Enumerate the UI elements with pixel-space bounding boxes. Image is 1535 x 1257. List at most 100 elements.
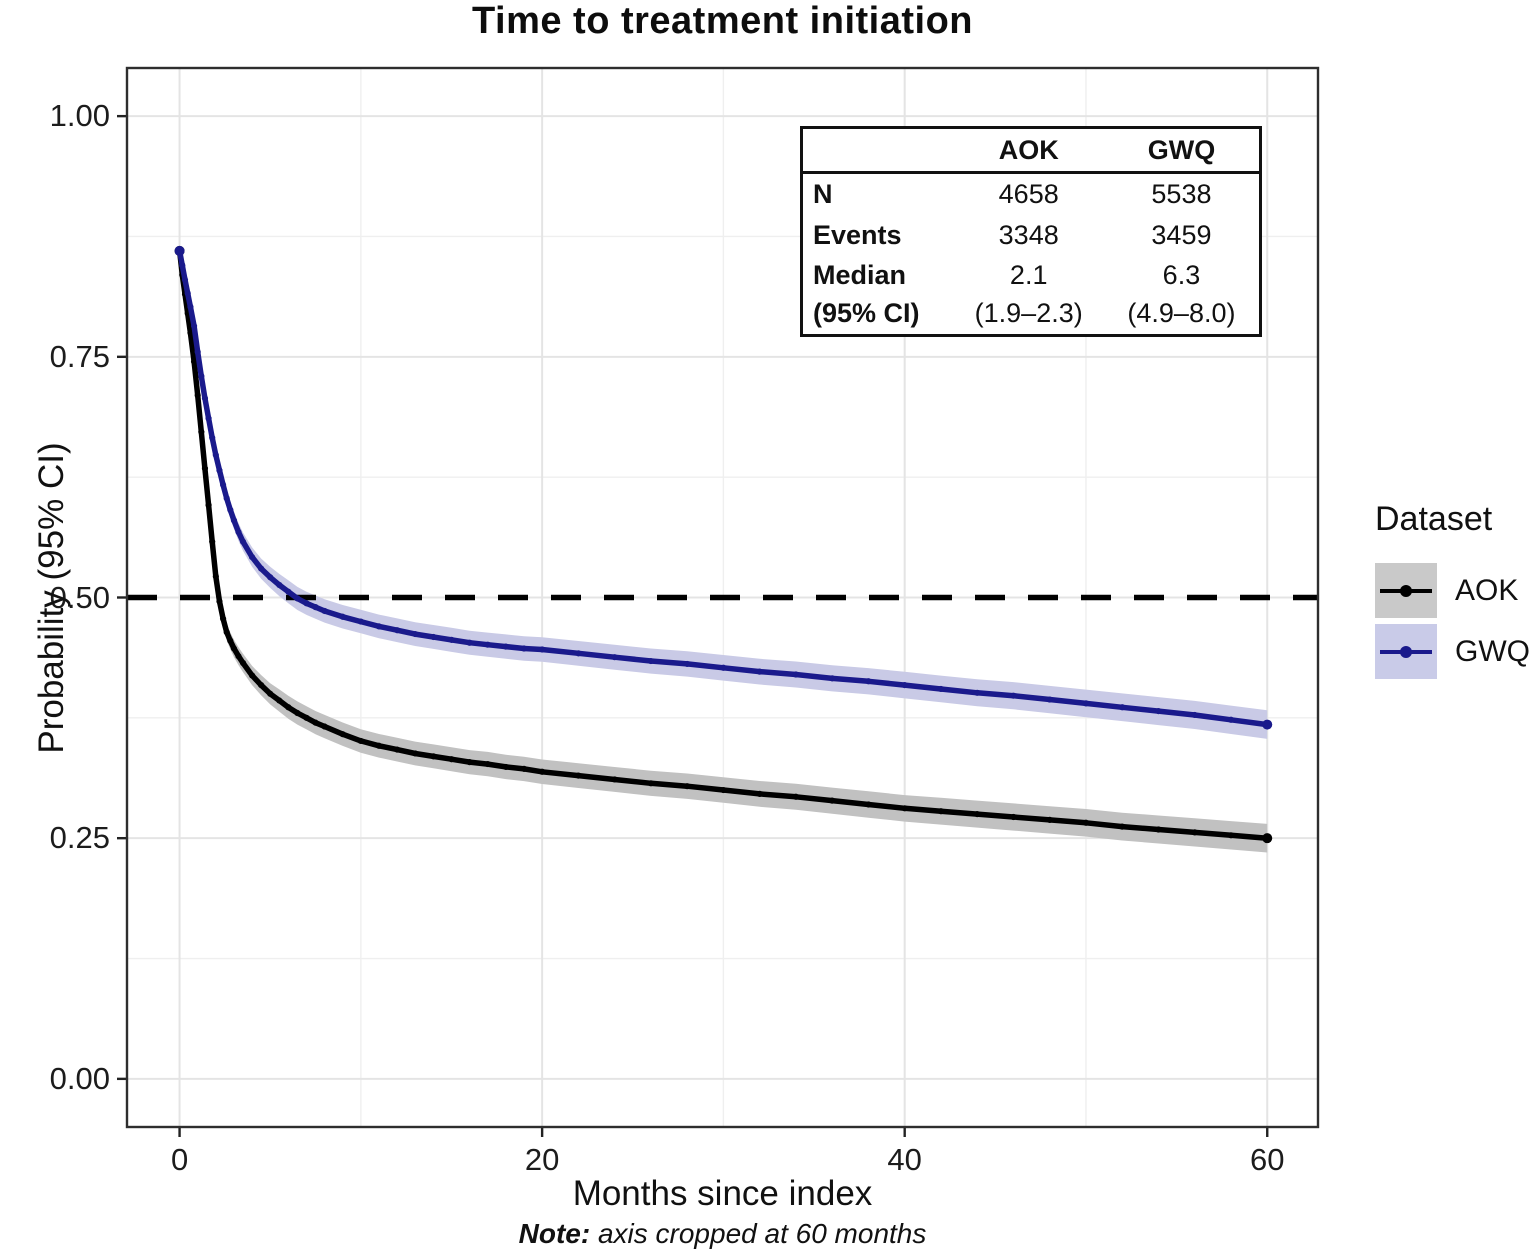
- point-gwq: [1082, 700, 1090, 707]
- point-aok: [792, 793, 800, 800]
- point-aok: [209, 538, 216, 545]
- point-aok: [865, 801, 872, 808]
- point-aok: [357, 737, 364, 745]
- panel-border: [125, 66, 1320, 1129]
- x-axis-title: Months since index: [572, 1174, 873, 1213]
- legend-label-aok: AOK: [1455, 573, 1519, 607]
- point-gwq: [448, 636, 455, 643]
- point-gwq: [974, 689, 981, 696]
- stats-n-gwq: 5538: [1151, 179, 1212, 209]
- point-gwq: [303, 600, 310, 607]
- point-aok: [448, 756, 455, 763]
- legend-label-gwq: GWQ: [1455, 634, 1530, 668]
- x-tick-label: 0: [170, 1142, 189, 1177]
- point-gwq: [611, 654, 618, 661]
- point-aok: [1227, 832, 1235, 839]
- stats-row-label: N: [813, 179, 833, 209]
- point-aok: [502, 763, 509, 771]
- point-aok: [901, 805, 908, 812]
- point-aok: [720, 786, 727, 794]
- stats-row-events: Events 3348 3459: [803, 215, 1259, 256]
- legend: Dataset AOK GWQ: [1375, 500, 1530, 685]
- point-gwq: [792, 671, 800, 678]
- point-aok: [190, 358, 198, 365]
- point-gwq: [187, 303, 194, 310]
- point-gwq: [1155, 708, 1162, 715]
- point-gwq: [267, 574, 274, 581]
- point-aok: [219, 615, 227, 622]
- stats-header-aok: AOK: [998, 134, 1059, 165]
- point-gwq: [829, 675, 836, 682]
- point-aok: [829, 797, 836, 804]
- point-aok: [412, 750, 419, 757]
- point-gwq: [212, 451, 219, 459]
- point-gwq: [230, 517, 238, 524]
- point-aok: [937, 808, 945, 815]
- point-aok: [1155, 826, 1162, 833]
- stats-ci-aok: (1.9–2.3): [974, 298, 1083, 328]
- point-aok: [339, 731, 346, 738]
- point-aok: [235, 653, 242, 660]
- point-aok: [227, 637, 234, 644]
- chart-title: Time to treatment initiation: [471, 0, 973, 42]
- point-gwq: [235, 528, 242, 536]
- point-gwq: [219, 481, 227, 488]
- y-tick-label: 0.75: [49, 338, 110, 374]
- point-aok: [201, 465, 209, 472]
- point-aok: [248, 672, 256, 679]
- point-gwq: [1191, 711, 1198, 719]
- stats-table-header: AOK GWQ: [803, 129, 1259, 174]
- point-gwq: [502, 643, 509, 650]
- stats-events-aok: 3348: [998, 220, 1059, 250]
- point-gwq: [312, 604, 319, 611]
- y-tick-label: 0.50: [49, 579, 110, 615]
- point-aok: [430, 753, 437, 760]
- point-gwq: [239, 538, 247, 545]
- point-aok: [294, 709, 301, 717]
- curve-aok: [176, 248, 1270, 841]
- stats-row-label: Median: [813, 260, 907, 290]
- point-gwq: [205, 415, 212, 422]
- point-gwq: [190, 322, 198, 330]
- point-aok: [312, 719, 319, 726]
- point-aok: [575, 772, 582, 779]
- point-gwq: [720, 664, 727, 671]
- point-gwq: [285, 588, 292, 595]
- point-aok: [1010, 813, 1017, 821]
- footnote-text: axis cropped at 60 months: [597, 1218, 927, 1249]
- point-aok: [647, 780, 654, 787]
- point-aok: [194, 392, 201, 399]
- gwq-key-dot-icon: [1400, 645, 1412, 658]
- point-aok: [539, 768, 546, 775]
- point-aok: [239, 659, 247, 667]
- point-gwq: [321, 607, 328, 615]
- stats-table: AOK GWQ N 4658 5538 Events 3348 3459 Med…: [800, 126, 1262, 337]
- point-gwq: [575, 650, 582, 657]
- aok-key-dot-icon: [1400, 584, 1412, 597]
- point-gwq: [357, 618, 364, 625]
- point-gwq: [194, 348, 201, 356]
- point-gwq: [248, 553, 256, 561]
- y-tick-label: 1.00: [49, 98, 110, 134]
- point-gwq: [181, 276, 189, 283]
- point-aok: [321, 723, 328, 730]
- stats-n-aok: 4658: [998, 179, 1059, 209]
- point-gwq: [209, 434, 216, 441]
- point-gwq: [184, 290, 191, 297]
- point-gwq: [412, 630, 419, 638]
- x-tick-label: 60: [1249, 1142, 1285, 1177]
- point-gwq: [1119, 704, 1126, 711]
- point-gwq: [276, 581, 283, 589]
- stats-events-gwq: 3459: [1151, 220, 1212, 250]
- point-aok: [216, 598, 223, 605]
- point-gwq: [198, 372, 205, 380]
- point-gwq: [865, 678, 872, 685]
- point-aok: [285, 704, 292, 711]
- point-gwq: [466, 639, 473, 646]
- x-tick-label: 40: [887, 1142, 922, 1177]
- point-aok: [466, 759, 473, 766]
- point-aok: [223, 629, 230, 636]
- point-aok: [1046, 816, 1053, 823]
- point-aok: [756, 790, 763, 797]
